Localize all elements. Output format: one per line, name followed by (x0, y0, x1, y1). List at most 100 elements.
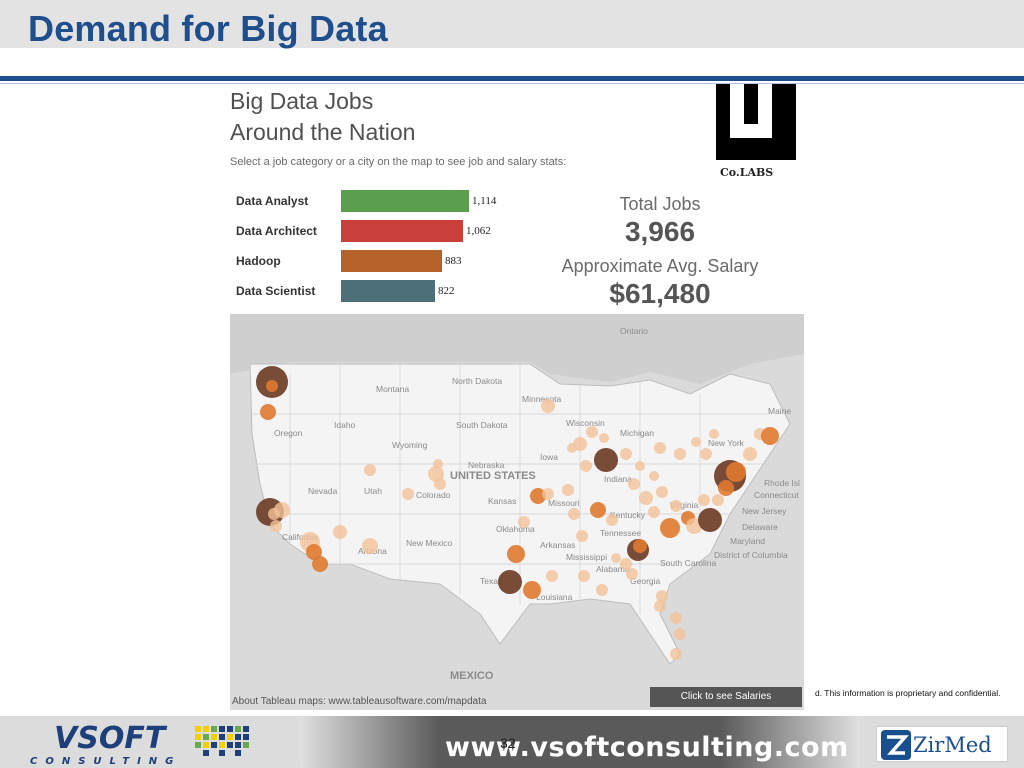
bar-value-label: 883 (445, 255, 462, 267)
city-job-bubble[interactable] (670, 612, 682, 624)
city-job-bubble[interactable] (312, 556, 328, 572)
city-job-bubble[interactable] (635, 461, 645, 471)
bar-category-label[interactable]: Data Scientist (236, 284, 316, 298)
city-job-bubble[interactable] (433, 459, 443, 469)
city-job-bubble[interactable] (590, 502, 606, 518)
city-job-bubble[interactable] (698, 508, 722, 532)
job-location-points[interactable] (230, 314, 804, 710)
city-job-bubble[interactable] (654, 600, 666, 612)
map-region-label: Virginia (670, 500, 699, 510)
city-job-bubble[interactable] (712, 494, 724, 506)
bar[interactable] (341, 280, 435, 302)
city-job-bubble[interactable] (698, 494, 710, 506)
city-job-bubble[interactable] (656, 486, 668, 498)
map-region-label: UNITED STATES (450, 470, 536, 482)
map-footnote[interactable]: About Tableau maps: www.tableausoftware.… (232, 696, 487, 707)
city-job-bubble[interactable] (674, 628, 686, 640)
city-job-bubble[interactable] (656, 590, 668, 602)
city-job-bubble[interactable] (660, 518, 680, 538)
bar-row[interactable]: Data Scientist 822 (230, 280, 530, 304)
map-region-label: Wisconsin (566, 418, 605, 428)
bar-category-label[interactable]: Data Architect (236, 224, 317, 238)
bar[interactable] (341, 190, 469, 212)
city-job-bubble[interactable] (573, 437, 587, 451)
map-region-label: Minnesota (522, 394, 562, 404)
city-job-bubble[interactable] (523, 581, 541, 599)
city-job-bubble[interactable] (270, 520, 282, 532)
bar-category-label[interactable]: Data Analyst (236, 194, 309, 208)
city-job-bubble[interactable] (530, 488, 546, 504)
city-job-bubble[interactable] (649, 471, 659, 481)
us-jobs-map[interactable]: Ontario Montana North Dakota Minnesota Orego… (230, 314, 804, 710)
city-job-bubble[interactable] (594, 448, 618, 472)
city-job-bubble[interactable] (274, 502, 290, 518)
city-job-bubble[interactable] (362, 538, 378, 554)
city-job-bubble[interactable] (518, 516, 530, 528)
city-job-bubble[interactable] (670, 648, 682, 660)
city-job-bubble[interactable] (718, 480, 734, 496)
city-job-bubble[interactable] (654, 442, 666, 454)
bar-category-label[interactable]: Hadoop (236, 254, 281, 268)
city-job-bubble[interactable] (628, 478, 640, 490)
bar[interactable] (341, 250, 442, 272)
city-job-bubble[interactable] (691, 437, 701, 447)
city-job-bubble[interactable] (541, 399, 555, 413)
city-job-bubble[interactable] (507, 545, 525, 563)
total-jobs-label: Total Jobs (619, 194, 701, 214)
city-job-bubble[interactable] (266, 380, 278, 392)
map-region-label: Kentucky (610, 510, 645, 520)
city-job-bubble[interactable] (580, 460, 592, 472)
city-job-bubble[interactable] (542, 488, 554, 500)
dashboard-title-line2: Around the Nation (230, 119, 416, 145)
bar[interactable] (341, 220, 463, 242)
svg-text:ZirMed: ZirMed (913, 733, 992, 757)
city-job-bubble[interactable] (670, 500, 682, 512)
vsoft-logo-icon: VSOFT CONSULTING (30, 721, 249, 766)
bar-row[interactable]: Data Architect 1,062 (230, 220, 530, 244)
city-job-bubble[interactable] (626, 568, 638, 580)
map-region-label: Idaho (334, 420, 356, 430)
city-job-bubble[interactable] (402, 488, 414, 500)
map-region-label: Georgia (630, 576, 661, 586)
city-job-bubble[interactable] (576, 530, 588, 542)
city-job-bubble[interactable] (578, 570, 590, 582)
city-job-bubble[interactable] (726, 462, 746, 482)
city-job-bubble[interactable] (633, 539, 647, 553)
city-job-bubble[interactable] (611, 553, 621, 563)
city-job-bubble[interactable] (546, 570, 558, 582)
city-job-bubble[interactable] (260, 404, 276, 420)
zirmed-z-icon (881, 730, 911, 760)
city-job-bubble[interactable] (586, 426, 598, 438)
city-job-bubble[interactable] (674, 448, 686, 460)
city-job-bubble[interactable] (434, 478, 446, 490)
city-job-bubble[interactable] (761, 427, 779, 445)
map-region-label: Mississippi (566, 552, 608, 562)
city-job-bubble[interactable] (709, 429, 719, 439)
city-job-bubble[interactable] (639, 491, 653, 505)
city-job-bubble[interactable] (596, 584, 608, 596)
city-job-bubble[interactable] (333, 525, 347, 539)
city-job-bubble[interactable] (743, 447, 757, 461)
city-job-bubble[interactable] (686, 518, 702, 534)
see-salaries-button[interactable]: Click to see Salaries (650, 687, 802, 707)
bar-value-label: 1,062 (466, 225, 491, 237)
city-job-bubble[interactable] (364, 464, 376, 476)
city-job-bubble[interactable] (700, 448, 712, 460)
city-job-bubble[interactable] (648, 506, 660, 518)
tableau-dashboard: Big Data Jobs Around the Nation Select a… (220, 84, 810, 714)
city-job-bubble[interactable] (498, 570, 522, 594)
city-job-bubble[interactable] (620, 558, 632, 570)
bar-row[interactable]: Hadoop 883 (230, 250, 530, 274)
map-region-label: Nevada (308, 486, 338, 496)
city-job-bubble[interactable] (620, 448, 632, 460)
city-job-bubble[interactable] (568, 508, 580, 520)
city-job-bubble[interactable] (606, 514, 618, 526)
city-job-bubble[interactable] (599, 433, 609, 443)
slide-title: Demand for Big Data (28, 8, 388, 49)
map-region-label: Connecticut (754, 490, 799, 500)
city-job-bubble[interactable] (562, 484, 574, 496)
bar-row[interactable]: Data Analyst 1,114 (230, 190, 530, 214)
bar-value-label: 822 (438, 285, 455, 297)
city-job-bubble[interactable] (306, 544, 322, 560)
map-region-label: Colorado (416, 490, 451, 500)
